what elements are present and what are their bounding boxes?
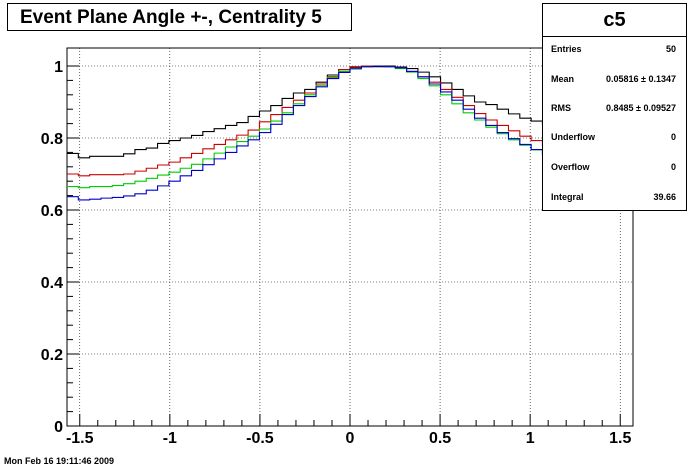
chart-title-box: Event Plane Angle +-, Centrality 5 [7, 3, 352, 31]
stat-label: RMS [551, 103, 571, 113]
grid-lines [67, 48, 633, 426]
stat-value: 0 [670, 132, 676, 142]
stats-header: c5 [543, 4, 686, 37]
y-tick-label: 0.2 [41, 347, 63, 364]
series-line-4 [67, 65, 633, 201]
stat-value: 0.8485 ± 0.09527 [605, 103, 676, 113]
x-tick-label: 1 [526, 430, 535, 447]
y-tick-label: 0 [54, 419, 63, 436]
stat-value: 50 [665, 44, 676, 54]
chart-title: Event Plane Angle +-, Centrality 5 [20, 7, 322, 28]
axes-layer: -1.5 -1 -0.5 0 0.5 1 1.5 0 0.2 0.4 0.6 0.8 1 [41, 59, 632, 447]
x-tick-label: -0.5 [246, 430, 274, 447]
y-tick-label: 0.4 [41, 275, 63, 292]
stat-label: Entries [551, 44, 582, 54]
y-tick-label: 0.8 [41, 131, 63, 148]
stats-box: c5 Entries 50 Mean 0.05816 ± 0.1347 RMS … [542, 3, 687, 211]
stat-value: 0.05816 ± 0.1347 [605, 74, 676, 84]
stat-label: Mean [551, 74, 575, 84]
stat-label: Overflow [551, 162, 590, 172]
stats-name: c5 [603, 9, 626, 31]
stat-value: 0 [670, 162, 676, 172]
timestamp-footer: Mon Feb 16 19:11:46 2009 [4, 456, 115, 466]
x-tick-label: 1.5 [609, 430, 631, 447]
stat-label: Integral [551, 192, 584, 202]
y-tick-label: 1 [54, 59, 63, 76]
x-tick-label: -1.5 [66, 430, 94, 447]
x-tick-label: -1 [163, 430, 177, 447]
x-tick-label: 0 [346, 430, 355, 447]
stat-label: Underflow [551, 132, 595, 142]
x-tick-label: 0.5 [429, 430, 451, 447]
stat-value: 39.66 [653, 192, 676, 202]
y-tick-label: 0.6 [41, 203, 63, 220]
